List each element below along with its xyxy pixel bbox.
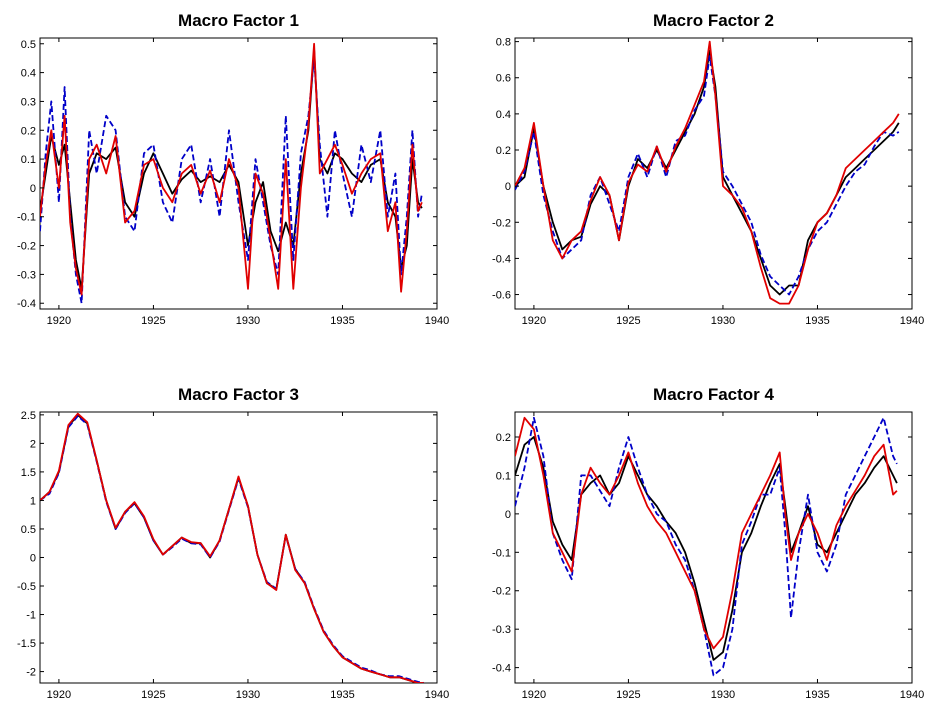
x-tick-label: 1930	[236, 689, 260, 701]
chart-title: Macro Factor 4	[653, 385, 774, 404]
x-tick-label: 1930	[236, 315, 260, 327]
y-tick-label: 1.5	[21, 467, 36, 479]
x-tick-label: 1935	[330, 315, 354, 327]
y-tick-label: 0.6	[496, 73, 511, 85]
chart-title: Macro Factor 3	[178, 385, 299, 404]
y-tick-label: 0.2	[496, 432, 511, 444]
x-tick-label: 1935	[805, 689, 829, 701]
y-tick-label: -1	[26, 610, 36, 622]
y-tick-label: 0.4	[21, 68, 36, 80]
y-tick-label: -0.4	[17, 298, 36, 310]
y-tick-label: 0	[30, 552, 36, 564]
y-tick-label: 0.2	[21, 125, 36, 137]
series-line-2	[40, 57, 423, 305]
x-tick-label: 1940	[900, 315, 924, 327]
chart-title: Macro Factor 2	[653, 11, 774, 30]
x-tick-label: 1940	[900, 689, 924, 701]
y-tick-label: 0.1	[21, 154, 36, 166]
y-tick-label: -2	[26, 667, 36, 679]
x-tick-label: 1925	[141, 689, 165, 701]
y-tick-label: 0.4	[496, 109, 511, 121]
y-tick-label: -0.2	[492, 217, 511, 229]
y-tick-label: 1	[30, 495, 36, 507]
chart-panel-1: Macro Factor 1 1920 1925 1930 1935 1940 -0.4 -0…	[17, 11, 449, 327]
chart-panel-4: Macro Factor 4 1920 1925 1930 1935 1940 -0.4 -0…	[492, 385, 924, 701]
series-line-2	[515, 416, 898, 677]
y-tick-label: -1.5	[17, 638, 36, 650]
chart-title: Macro Factor 1	[178, 11, 299, 30]
y-tick-label: 2	[30, 438, 36, 450]
y-tick-label: -0.6	[492, 290, 511, 302]
axes-box	[39, 37, 438, 310]
y-tick-label: -0.2	[17, 241, 36, 253]
x-tick-label: 1940	[425, 689, 449, 701]
chart-panel-3: Macro Factor 3 1920 1925 1930 1935 1940 -2 -1.5…	[17, 385, 449, 701]
series-line-3	[515, 416, 898, 650]
y-tick-label: 0.2	[496, 145, 511, 157]
y-tick-label: 0	[505, 181, 511, 193]
y-tick-label: 0.5	[21, 39, 36, 51]
y-tick-label: 0.3	[21, 96, 36, 108]
y-tick-label: 0.5	[21, 524, 36, 536]
x-tick-label: 1925	[616, 315, 640, 327]
axes-box	[39, 411, 438, 684]
y-tick-label: 2.5	[21, 410, 36, 422]
x-tick-label: 1930	[711, 315, 735, 327]
y-tick-label: -0.4	[492, 663, 511, 675]
x-tick-label: 1935	[330, 689, 354, 701]
y-tick-label: 0	[30, 183, 36, 195]
axes-box	[514, 411, 913, 684]
y-tick-label: 0	[505, 509, 511, 521]
y-tick-label: 0.8	[496, 37, 511, 49]
series-line-3	[40, 412, 424, 683]
x-tick-label: 1935	[805, 315, 829, 327]
series-line-3	[515, 40, 900, 305]
x-tick-label: 1940	[425, 315, 449, 327]
series-line-1	[40, 48, 423, 290]
series-line-3	[40, 42, 423, 296]
y-tick-label: -0.5	[17, 581, 36, 593]
series-line-2	[515, 55, 900, 296]
y-tick-label: -0.4	[492, 253, 511, 265]
y-tick-label: -0.3	[17, 269, 36, 281]
chart-panel-2: Macro Factor 2 1920 1925 1930 1935 1940 -0.6 -0…	[492, 11, 924, 327]
x-tick-label: 1920	[522, 689, 546, 701]
y-tick-label: -0.1	[17, 212, 36, 224]
y-tick-label: -0.3	[492, 624, 511, 636]
x-tick-label: 1925	[616, 689, 640, 701]
y-tick-label: 0.1	[496, 470, 511, 482]
x-tick-label: 1930	[711, 689, 735, 701]
x-tick-label: 1920	[47, 315, 71, 327]
x-tick-label: 1920	[522, 315, 546, 327]
x-tick-label: 1920	[47, 689, 71, 701]
x-tick-label: 1925	[141, 315, 165, 327]
y-tick-label: -0.1	[492, 547, 511, 559]
y-tick-label: -0.2	[492, 586, 511, 598]
